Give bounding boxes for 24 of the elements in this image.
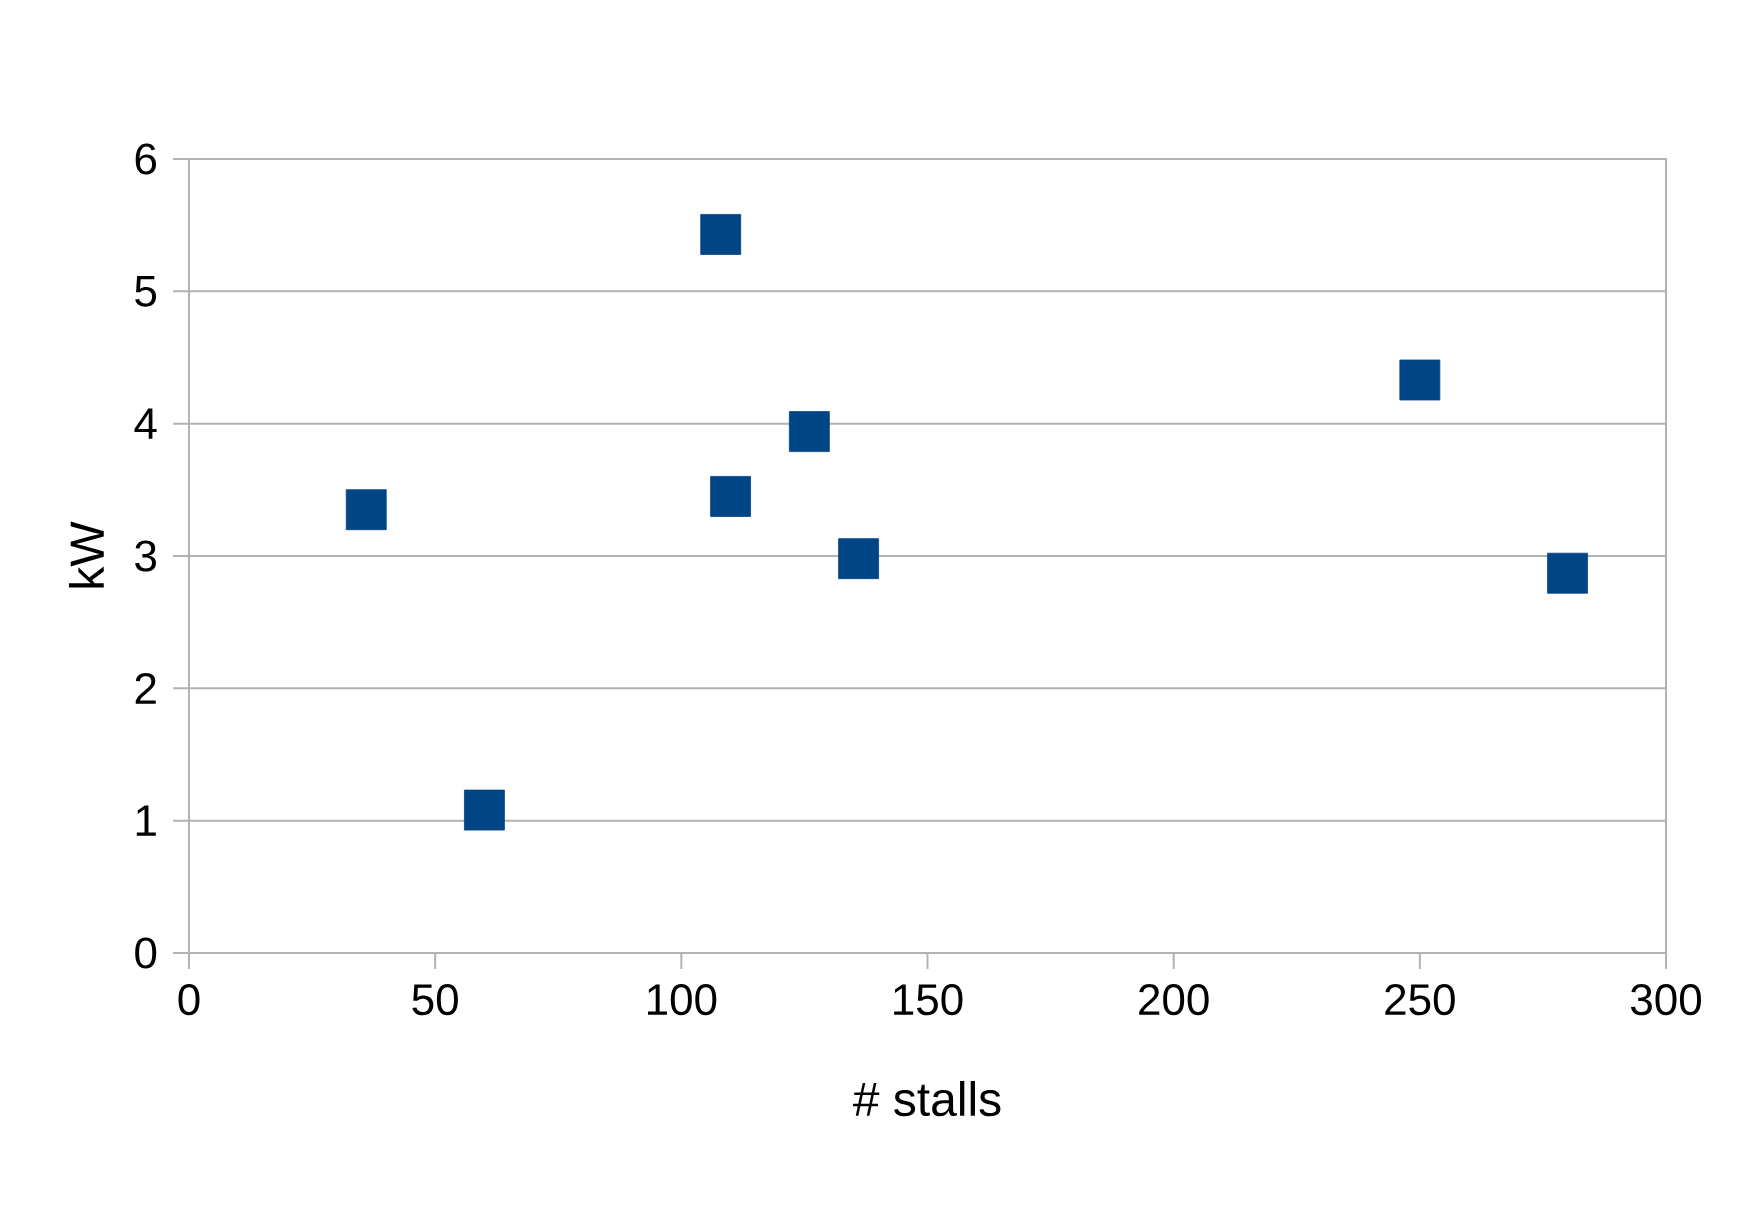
y-tick-label: 4 <box>134 408 157 439</box>
x-tick-label: 150 <box>894 984 963 1016</box>
y-tick-label: 1 <box>136 805 156 836</box>
point <box>464 789 505 831</box>
point <box>700 214 742 255</box>
x-tick-label: 300 <box>1630 984 1701 1016</box>
y-tick-label: 6 <box>135 143 157 175</box>
point <box>1399 359 1441 401</box>
point <box>345 489 387 531</box>
x-tick-label: 0 <box>178 984 200 1016</box>
y-tick-label: 3 <box>135 540 157 572</box>
point <box>838 538 879 580</box>
x-tick-label: 250 <box>1385 984 1455 1016</box>
point <box>710 476 751 517</box>
x-axis-title: # stalls <box>853 1080 1001 1117</box>
x-tick-label: 50 <box>412 984 458 1016</box>
y-tick-label: 0 <box>135 937 157 969</box>
y-axis-title: kW <box>68 521 104 588</box>
y-tick-label: 2 <box>135 672 156 704</box>
point <box>1547 552 1588 594</box>
point <box>788 411 830 453</box>
y-tick-label: 5 <box>135 275 157 307</box>
x-tick-label: 200 <box>1139 984 1209 1016</box>
x-tick-label: 100 <box>647 984 717 1016</box>
